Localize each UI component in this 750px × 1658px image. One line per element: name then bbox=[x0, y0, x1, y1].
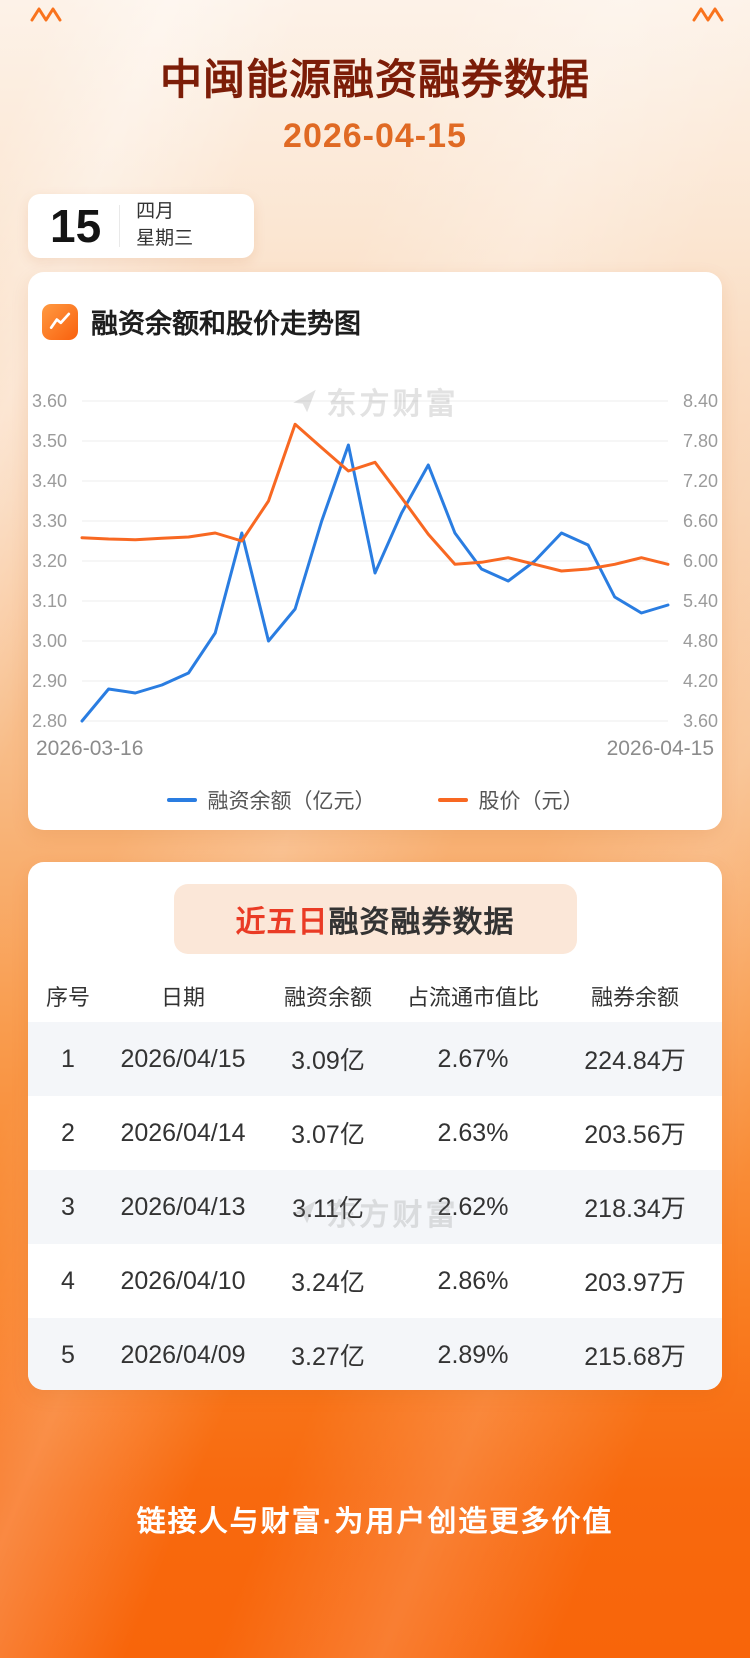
svg-text:2.80: 2.80 bbox=[32, 711, 67, 729]
svg-text:7.20: 7.20 bbox=[683, 471, 718, 491]
column-header: 融券余额 bbox=[590, 985, 679, 1010]
table-cell: 215.68万 bbox=[584, 1343, 686, 1371]
table-cell: 4 bbox=[61, 1266, 75, 1295]
date-day: 15 bbox=[50, 200, 102, 252]
legend-swatch bbox=[166, 798, 197, 802]
legend-item: 融资余额（亿元） bbox=[166, 785, 376, 815]
svg-text:3.20: 3.20 bbox=[32, 551, 67, 571]
date-month: 四月 bbox=[136, 201, 175, 223]
table-row: 2 2026/04/14 3.07亿 2.63% 203.56万 bbox=[28, 1096, 722, 1170]
decor-zigzag-icon bbox=[692, 7, 724, 22]
table-header-row: 序号 日期 融资余额 占流通市值比 融券余额 bbox=[28, 970, 722, 1022]
table-row: 1 2026/04/15 3.09亿 2.67% 224.84万 bbox=[28, 1022, 722, 1096]
svg-text:3.60: 3.60 bbox=[683, 711, 718, 729]
column-header: 日期 bbox=[160, 985, 205, 1010]
table-cell: 2026/04/15 bbox=[120, 1044, 246, 1073]
table-cell: 3.09亿 bbox=[291, 1047, 365, 1075]
footer-slogan: 链接人与财富·为用户创造更多价值 bbox=[136, 1506, 614, 1538]
table-card: 近五日融资融券数据 东方财富 序号 日期 融资余额 占流通市值比 融券余额 1 2026/… bbox=[28, 862, 722, 1390]
column-header: 占流通市值比 bbox=[406, 985, 539, 1010]
table-title-badge: 近五日融资融券数据 bbox=[173, 884, 577, 954]
svg-text:2.90: 2.90 bbox=[32, 671, 67, 691]
page-title: 中闽能源融资融券数据 bbox=[159, 56, 590, 103]
table-cell: 2.63% bbox=[437, 1118, 509, 1147]
legend-item: 股价（元） bbox=[437, 785, 584, 815]
svg-text:3.40: 3.40 bbox=[32, 471, 67, 491]
table-cell: 1 bbox=[61, 1044, 75, 1073]
chart-heading: 融资余额和股价走势图 bbox=[91, 309, 361, 339]
chart-card: 融资余额和股价走势图 东方财富 3.60 8.40 3.50 7.80 3.40 7.20… bbox=[28, 272, 722, 830]
table-cell: 218.34万 bbox=[584, 1195, 686, 1223]
svg-text:3.60: 3.60 bbox=[32, 391, 67, 411]
svg-text:4.80: 4.80 bbox=[683, 631, 718, 651]
table-cell: 2026/04/13 bbox=[120, 1192, 246, 1221]
date-month-weekday: 四月 星期三 bbox=[120, 199, 193, 252]
table-cell: 224.84万 bbox=[584, 1047, 686, 1075]
margin-data-table: 东方财富 序号 日期 融资余额 占流通市值比 融券余额 1 2026/04/15 3.09亿… bbox=[28, 970, 722, 1390]
svg-text:8.40: 8.40 bbox=[683, 391, 718, 411]
svg-text:7.80: 7.80 bbox=[683, 431, 718, 451]
table-cell: 3 bbox=[61, 1192, 75, 1221]
svg-text:4.20: 4.20 bbox=[683, 671, 718, 691]
x-axis-start-label: 2026-03-16 bbox=[36, 737, 144, 760]
table-title-rest: 融资融券数据 bbox=[328, 906, 515, 939]
date-card: 15 四月 星期三 bbox=[28, 194, 254, 258]
table-cell: 2 bbox=[61, 1118, 75, 1147]
svg-text:3.50: 3.50 bbox=[32, 431, 67, 451]
svg-text:6.60: 6.60 bbox=[683, 511, 718, 531]
table-cell: 3.27亿 bbox=[291, 1343, 365, 1371]
table-body: 1 2026/04/15 3.09亿 2.67% 224.84万 2 2026/04/14 3… bbox=[28, 1022, 722, 1390]
table-cell: 3.07亿 bbox=[291, 1121, 365, 1149]
x-axis-labels: 2026-03-16 2026-04-15 bbox=[28, 729, 722, 761]
table-cell: 203.56万 bbox=[584, 1121, 686, 1149]
chart-legend: 融资余额（亿元） 股价（元） bbox=[28, 785, 722, 815]
table-cell: 2.86% bbox=[437, 1266, 509, 1295]
date-divider bbox=[119, 205, 121, 247]
decor-zigzag-icon bbox=[30, 7, 62, 22]
page-date: 2026-04-15 bbox=[283, 117, 467, 155]
table-cell: 2026/04/10 bbox=[120, 1266, 246, 1295]
column-header: 序号 bbox=[45, 985, 90, 1010]
column-header: 融资余额 bbox=[283, 985, 372, 1010]
table-title-highlight: 近五日 bbox=[235, 906, 329, 939]
chart-header: 融资余额和股价走势图 bbox=[28, 272, 722, 351]
x-axis-end-label: 2026-04-15 bbox=[606, 737, 714, 760]
table-cell: 2026/04/14 bbox=[120, 1118, 246, 1147]
table-cell: 2.89% bbox=[437, 1340, 509, 1369]
trend-chart-icon bbox=[42, 303, 78, 340]
legend-swatch bbox=[437, 798, 468, 802]
svg-text:3.00: 3.00 bbox=[32, 631, 67, 651]
table-cell: 2.67% bbox=[437, 1044, 509, 1073]
table-cell: 2026/04/09 bbox=[120, 1340, 246, 1369]
svg-text:3.10: 3.10 bbox=[32, 591, 67, 611]
trend-line-chart: 3.60 8.40 3.50 7.80 3.40 7.20 3.30 6.60 3.20 6.00… bbox=[32, 391, 718, 729]
svg-text:3.30: 3.30 bbox=[32, 511, 67, 531]
table-cell: 3.11亿 bbox=[292, 1195, 364, 1223]
date-weekday: 星期三 bbox=[136, 228, 194, 249]
table-row: 3 2026/04/13 3.11亿 2.62% 218.34万 bbox=[28, 1170, 722, 1244]
table-cell: 3.24亿 bbox=[291, 1269, 365, 1297]
chart-area: 东方财富 3.60 8.40 3.50 7.80 3.40 7.20 3.30 6.60 3.2… bbox=[28, 351, 722, 815]
table-cell: 203.97万 bbox=[584, 1269, 686, 1297]
table-row: 4 2026/04/10 3.24亿 2.86% 203.97万 bbox=[28, 1244, 722, 1318]
table-cell: 2.62% bbox=[437, 1192, 509, 1221]
svg-text:5.40: 5.40 bbox=[683, 591, 718, 611]
svg-text:6.00: 6.00 bbox=[683, 551, 718, 571]
table-row: 5 2026/04/09 3.27亿 2.89% 215.68万 bbox=[28, 1318, 722, 1390]
table-cell: 5 bbox=[61, 1340, 75, 1369]
